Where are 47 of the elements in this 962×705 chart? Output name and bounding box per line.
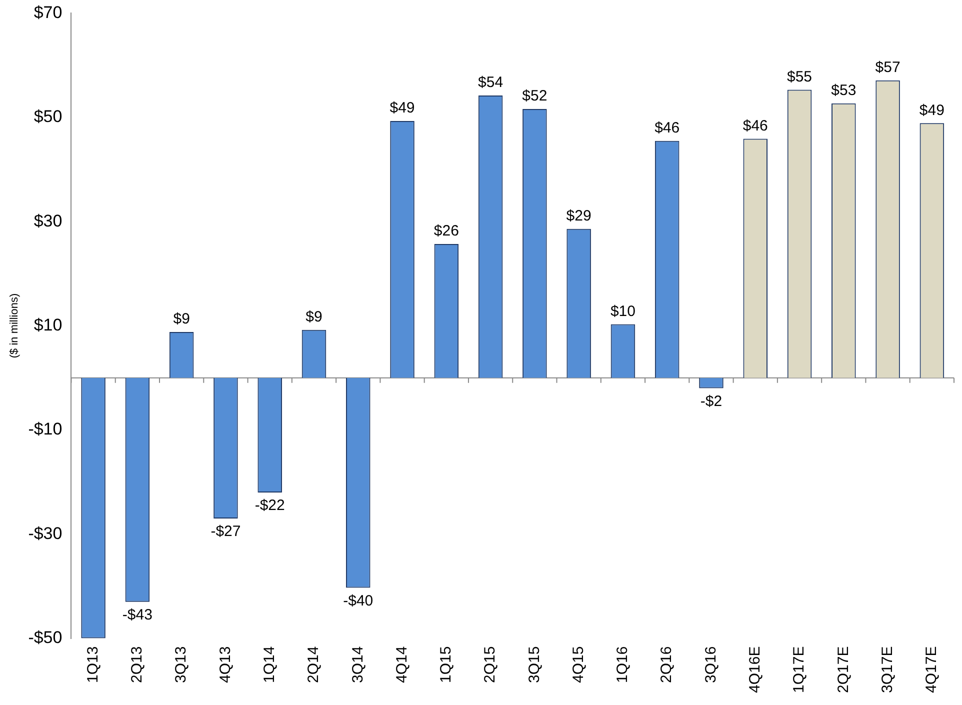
y-tick-label: -$50 [28, 628, 62, 647]
data-label: -$22 [254, 497, 285, 514]
y-tick-label: $10 [34, 315, 62, 334]
x-tick-label: 4Q14 [393, 646, 410, 684]
y-tick-label: -$30 [28, 524, 62, 543]
data-label: $55 [787, 68, 812, 86]
x-tick-label: 3Q15 [526, 646, 543, 684]
data-label: $49 [390, 100, 415, 117]
data-label: $26 [434, 222, 459, 240]
x-tick-label: 2Q14 [305, 646, 322, 684]
data-label: $57 [875, 59, 900, 76]
x-tick-label: 2Q15 [482, 646, 499, 684]
data-label: $9 [306, 308, 322, 326]
data-label: -$43 [122, 606, 152, 624]
y-tick-label: $30 [34, 211, 62, 230]
x-tick-label: 1Q14 [260, 646, 278, 684]
x-tick-label: 4Q13 [216, 646, 234, 684]
data-label: -$2 [700, 392, 722, 410]
x-tick-label: 1Q15 [438, 646, 455, 684]
data-label: $29 [566, 208, 592, 224]
data-label: -$27 [210, 523, 241, 540]
x-tick-label: 1Q13 [84, 646, 102, 684]
x-tick-label: 1Q17E [790, 646, 808, 694]
data-label: $52 [522, 88, 548, 105]
x-tick-label: 3Q16 [702, 646, 720, 684]
x-tick-label: 2Q17E [834, 646, 852, 694]
x-tick-label: 2Q16 [658, 646, 676, 684]
x-tick-label: 3Q13 [172, 646, 190, 684]
x-tick-label: 2Q13 [128, 646, 146, 684]
data-label: -$40 [343, 592, 374, 610]
x-tick-label: 4Q15 [570, 646, 587, 684]
data-label: $46 [654, 119, 680, 136]
x-tick-label: 4Q17E [923, 646, 940, 694]
y-tick-label: $50 [34, 107, 62, 126]
data-label: $46 [742, 117, 768, 134]
data-label: $54 [478, 74, 504, 92]
x-tick-label: 1Q16 [614, 646, 632, 684]
x-tick-label: 3Q14 [349, 646, 366, 684]
y-tick-label: $70 [34, 2, 62, 22]
data-label: $9 [173, 310, 190, 328]
data-label: $53 [831, 82, 856, 99]
x-tick-label: 3Q17E [878, 646, 896, 694]
y-tick-label: -$10 [28, 420, 62, 439]
data-label: $49 [919, 102, 944, 119]
x-tick-label: 4Q16E [746, 646, 764, 694]
data-label: $10 [610, 302, 636, 320]
y-axis-title: ($ in millions) [8, 293, 21, 358]
